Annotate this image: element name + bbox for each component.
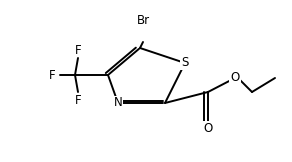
Text: F: F (49, 69, 55, 81)
Text: N: N (114, 97, 122, 110)
Text: F: F (75, 44, 81, 57)
Text: O: O (230, 71, 240, 85)
Text: O: O (203, 122, 213, 134)
Text: Br: Br (136, 13, 150, 27)
Text: S: S (181, 57, 189, 69)
Text: F: F (75, 93, 81, 106)
